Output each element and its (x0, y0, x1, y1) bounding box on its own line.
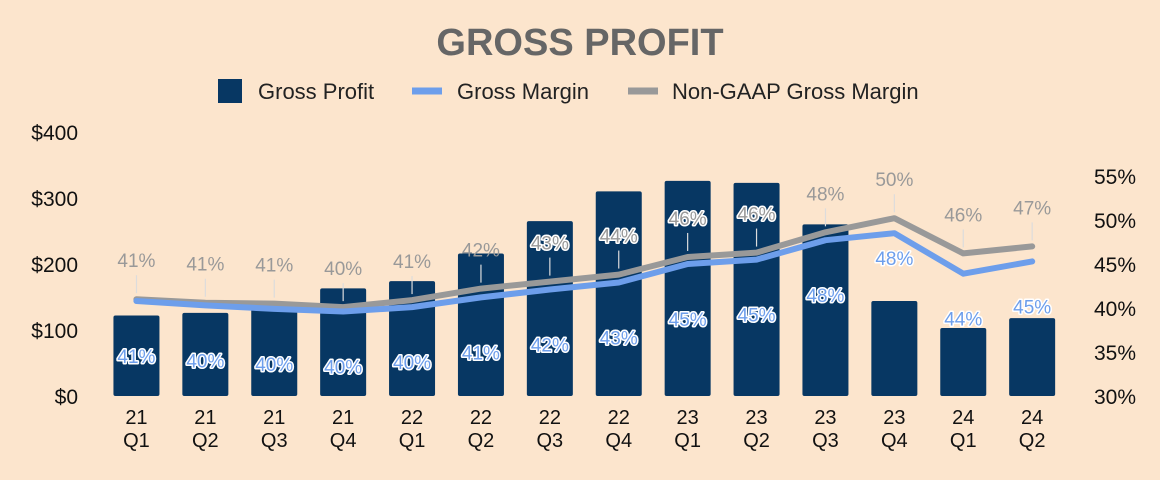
x-axis-tick-quarter: Q3 (261, 430, 288, 452)
gross-profit-bar (595, 191, 642, 396)
x-axis-tick-year: 21 (194, 407, 216, 429)
gross-margin-label: 48% (806, 286, 844, 307)
non-gaap-gross-margin-label: 44% (600, 227, 638, 248)
x-axis-tick-year: 23 (677, 407, 699, 429)
non-gaap-gross-margin-label: 48% (806, 184, 844, 205)
x-axis-tick-quarter: Q1 (674, 430, 701, 452)
x-axis: 21Q121Q221Q321Q422Q122Q222Q322Q423Q123Q2… (123, 407, 1045, 452)
non-gaap-gross-margin-label: 41% (393, 252, 431, 273)
left-axis: $0 $100 $200 $300 $400 (31, 122, 78, 409)
gross-margin-label: 40% (324, 358, 362, 379)
non-gaap-gross-margin-label: 46% (738, 205, 776, 226)
right-axis-tick-label: 30% (1094, 386, 1136, 409)
x-axis-tick-year: 23 (745, 407, 767, 429)
legend-label-gross-margin: Gross Margin (457, 79, 589, 104)
right-axis-tick-label: 55% (1094, 166, 1136, 189)
x-axis-tick-quarter: Q4 (605, 430, 632, 452)
x-axis-tick-quarter: Q3 (812, 430, 839, 452)
legend: Gross Profit Gross Margin Non-GAAP Gross… (218, 79, 919, 104)
x-axis-tick-year: 22 (470, 407, 492, 429)
non-gaap-gross-margin-label: 46% (944, 205, 982, 226)
non-gaap-gross-margin-label: 41% (186, 255, 224, 276)
gross-margin-label: 40% (186, 351, 224, 372)
gross-profit-bar (526, 221, 573, 396)
gross-profit-bar (664, 180, 711, 396)
x-axis-tick-quarter: Q4 (881, 430, 908, 452)
x-axis-tick-quarter: Q2 (1019, 430, 1046, 452)
x-axis-tick-quarter: Q2 (743, 430, 770, 452)
x-axis-tick-quarter: Q3 (537, 430, 564, 452)
x-axis-tick-year: 21 (263, 407, 285, 429)
label-leader-lines (135, 194, 1033, 302)
gross-margin-label: 41% (462, 343, 500, 364)
x-axis-tick-year: 24 (1021, 407, 1043, 429)
non-gaap-gross-margin-label: 47% (1013, 198, 1051, 219)
x-axis-tick-quarter: Q4 (330, 430, 357, 452)
gross-margin-label: 48% (875, 249, 913, 270)
right-axis-tick-label: 50% (1094, 210, 1136, 233)
x-axis-tick-quarter: Q1 (950, 430, 977, 452)
gross-profit-bar (871, 300, 918, 396)
x-axis-tick-year: 23 (814, 407, 836, 429)
right-axis-tick-label: 45% (1094, 254, 1136, 277)
gross-profit-bar (113, 315, 160, 396)
gross-profit-bar (802, 224, 849, 396)
gross-profit-bar (182, 312, 229, 396)
non-gaap-gross-margin-label: 46% (669, 209, 707, 230)
gross-profit-bar (940, 328, 987, 396)
gross-profit-bar (1009, 318, 1056, 396)
legend-label-non-gaap-gross-margin: Non-GAAP Gross Margin (672, 79, 919, 104)
line-series (133, 215, 1036, 315)
x-axis-tick-quarter: Q1 (399, 430, 426, 452)
right-axis: 30% 35% 40% 45% 50% 55% (1094, 166, 1136, 409)
data-labels: 41% 41% 41% 40% 41% 42% 43% 44% 46% 46% 48% 50% 46% 4… (116, 170, 1053, 380)
left-axis-tick-label: $400 (31, 122, 78, 145)
left-axis-tick-label: $300 (31, 188, 78, 211)
gross-margin-line (133, 230, 1036, 315)
x-axis-tick-year: 23 (883, 407, 905, 429)
right-axis-tick-label: 35% (1094, 342, 1136, 365)
gross-margin-label: 45% (1013, 297, 1051, 318)
left-axis-tick-label: $200 (31, 254, 78, 277)
x-axis-tick-year: 22 (608, 407, 630, 429)
x-axis-tick-year: 22 (539, 407, 561, 429)
gross-profit-bar (251, 305, 298, 396)
gross-profit-bar (733, 182, 780, 396)
non-gaap-gross-margin-label: 41% (117, 251, 155, 272)
non-gaap-gross-margin-label: 42% (462, 241, 500, 262)
gross-margin-label: 40% (393, 353, 431, 374)
x-axis-tick-quarter: Q2 (468, 430, 495, 452)
gross-profit-bar (320, 288, 367, 396)
gross-margin-label: 45% (738, 306, 776, 327)
gross-margin-label: 44% (944, 310, 982, 331)
x-axis-tick-year: 24 (952, 407, 974, 429)
non-gaap-gross-margin-label: 43% (531, 234, 569, 255)
x-axis-tick-quarter: Q2 (192, 430, 219, 452)
non-gaap-gross-margin-line (133, 215, 1036, 311)
x-axis-tick-year: 22 (401, 407, 423, 429)
right-axis-tick-label: 40% (1094, 298, 1136, 321)
chart-title: GROSS PROFIT (436, 22, 723, 64)
gross-margin-label: 41% (117, 347, 155, 368)
gross-margin-label: 40% (255, 355, 293, 376)
non-gaap-gross-margin-label: 41% (255, 256, 293, 277)
left-axis-tick-label: $0 (55, 386, 78, 409)
left-axis-tick-label: $100 (31, 320, 78, 343)
gross-margin-label: 45% (669, 310, 707, 331)
x-axis-tick-quarter: Q1 (123, 430, 150, 452)
non-gaap-gross-margin-label: 40% (324, 259, 362, 280)
gross-margin-label: 43% (600, 328, 638, 349)
non-gaap-gross-margin-label: 50% (875, 170, 913, 191)
gross-margin-label: 42% (531, 336, 569, 357)
legend-swatch-gross-profit (218, 79, 242, 103)
x-axis-tick-year: 21 (332, 407, 354, 429)
legend-label-gross-profit: Gross Profit (258, 79, 374, 104)
x-axis-tick-year: 21 (125, 407, 147, 429)
